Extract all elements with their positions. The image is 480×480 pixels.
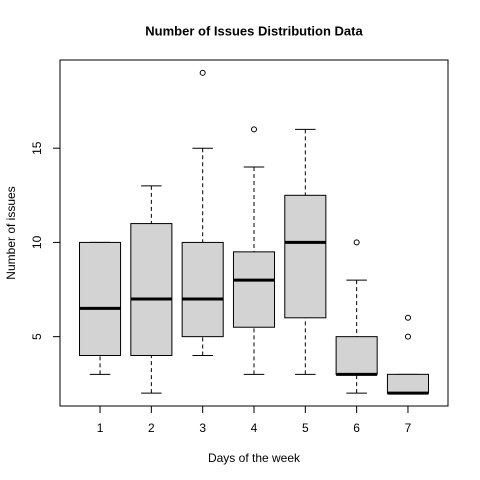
x-tick-label: 2 [148,421,155,435]
y-axis-label: Number of issues [4,186,18,279]
outlier [353,239,360,246]
chart-title: Number of Issues Distribution Data [145,23,363,38]
box [335,336,378,375]
x-tick-label: 5 [302,421,309,435]
y-tick-label: 5 [30,333,44,340]
y-tick-label: 10 [30,235,44,249]
x-axis-label: Days of the week [208,451,301,465]
y-tick-label: 15 [30,141,44,155]
x-tick-label: 3 [199,421,206,435]
outlier [404,314,411,321]
x-tick-label: 7 [405,421,412,435]
box [130,223,173,356]
box [386,373,429,394]
box [79,241,122,356]
box [232,251,276,328]
outlier [404,333,411,340]
box [284,194,327,319]
outlier [251,126,257,133]
x-tick-label: 1 [97,421,104,435]
outlier [199,69,206,76]
x-tick-label: 4 [251,421,258,435]
x-tick-label: 6 [353,421,360,435]
box [181,241,224,338]
